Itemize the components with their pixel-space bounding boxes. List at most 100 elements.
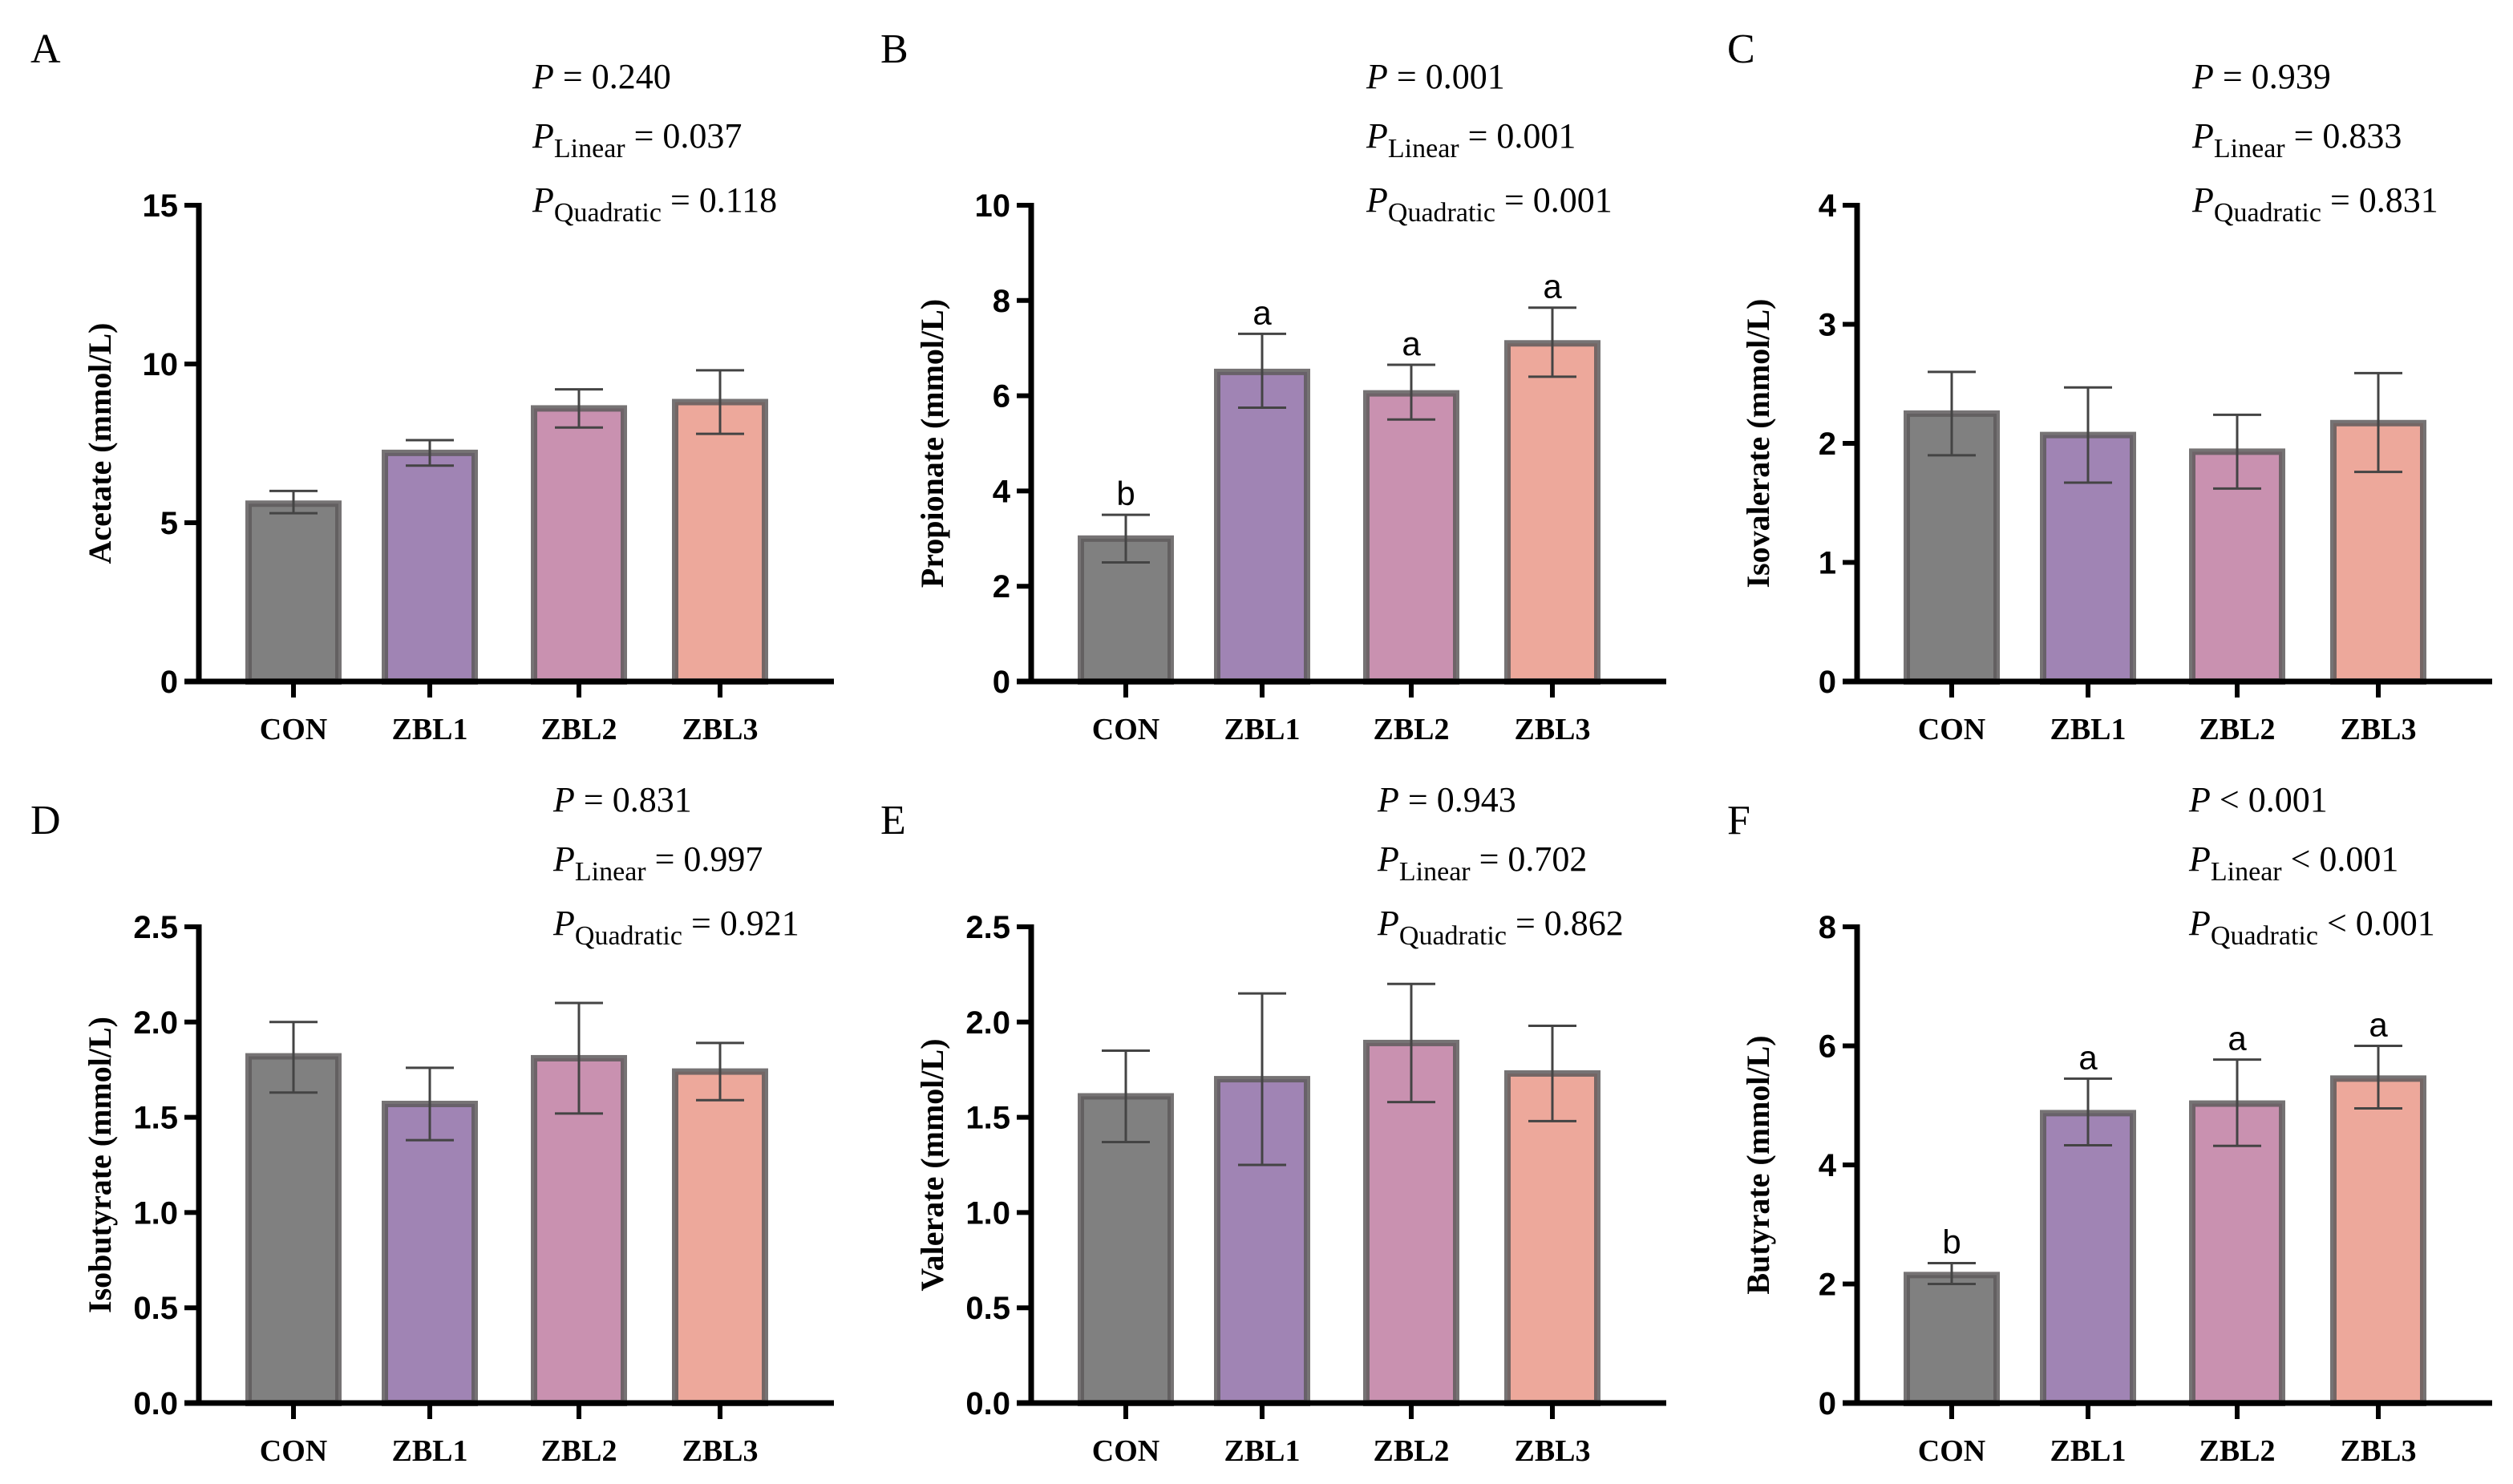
p-symbol: P [552,780,575,819]
y-tick-label: 1.0 [965,1195,1010,1231]
x-tick-label: ZBL1 [391,713,467,746]
x-tick-label: CON [1918,1434,1985,1468]
bar-zbl3 [1504,340,1600,685]
x-tick-label: CON [260,713,327,746]
p-value: = 0.921 [682,904,799,943]
y-tick-label: 1.5 [965,1101,1010,1136]
y-tick-label: 2.0 [965,1005,1010,1041]
stat-line: PLinear = 0.037 [532,116,742,164]
p-subscript: Quadratic [2211,921,2318,951]
y-axis-label: Propionate (mmol/L) [914,299,950,588]
p-value: = 0.831 [2321,180,2438,220]
panel-letter: F [1727,798,1750,843]
p-subscript: Quadratic [1399,921,1507,951]
stat-line: PLinear = 0.702 [1377,839,1587,887]
x-tick-label: ZBL1 [1224,1434,1300,1468]
significance-letter: b [1942,1223,1961,1261]
p-symbol: P [532,116,554,156]
p-symbol: P [2188,904,2211,943]
p-symbol: P [552,839,575,879]
y-axis-label: Butyrate (mmol/L) [1740,1035,1776,1294]
bar-zbl1 [382,449,478,685]
p-value: = 0.997 [646,839,763,879]
y-tick-label: 2 [1819,427,1836,462]
p-value: = 0.240 [554,57,671,96]
y-tick-label: 0 [1819,1386,1836,1421]
y-tick-label: 4 [1819,188,1837,224]
y-tick-label: 2 [993,569,1010,605]
x-tick-label: ZBL3 [1514,713,1590,746]
y-axis-label: Valerate (mmol/L) [914,1038,950,1291]
bar-con [245,1053,342,1406]
p-subscript: Quadratic [575,921,682,951]
y-tick-label: 1.5 [133,1101,178,1136]
p-value: = 0.943 [1399,780,1516,819]
significance-letter: b [1116,475,1135,512]
stat-line: PQuadratic = 0.118 [532,180,777,228]
stat-line: PQuadratic = 0.862 [1377,904,1624,951]
x-tick-label: ZBL3 [682,1434,758,1468]
y-tick-label: 15 [143,188,179,224]
p-symbol: P [2188,780,2211,819]
p-symbol: P [1366,116,1388,156]
bar-zbl3 [2330,1075,2426,1407]
x-tick-label: ZBL3 [2340,1434,2416,1468]
panel-letter: C [1727,26,1755,72]
y-tick-label: 2.5 [133,910,178,945]
y-tick-label: 0.0 [133,1386,178,1421]
x-tick-label: CON [1918,713,1985,746]
y-axis-label: Isovalerate (mmol/L) [1740,298,1776,588]
stat-line: P = 0.939 [2191,57,2331,96]
bar-zbl1 [1214,368,1310,685]
p-symbol: P [532,57,554,96]
stat-line: PQuadratic = 0.001 [1366,180,1613,228]
y-tick-label: 0 [1819,665,1836,700]
p-value: = 0.939 [2214,57,2331,96]
y-tick-label: 8 [993,284,1010,319]
p-symbol: P [2191,57,2214,96]
y-tick-label: 6 [993,379,1010,414]
y-tick-label: 2.0 [133,1005,178,1041]
x-tick-label: ZBL3 [682,713,758,746]
x-tick-label: CON [260,1434,327,1468]
bar-zbl3 [672,398,768,685]
bar-con [1904,1272,2000,1407]
y-axis-label: Acetate (mmol/L) [82,323,118,564]
x-tick-label: ZBL2 [2199,713,2275,746]
bar-zbl3 [672,1068,768,1407]
y-tick-label: 2 [1819,1268,1836,1303]
p-value: < 0.001 [2211,780,2328,819]
y-tick-label: 0 [993,665,1010,700]
p-value: = 0.831 [575,780,692,819]
x-tick-label: ZBL2 [2199,1434,2275,1468]
stat-line: PLinear = 0.001 [1366,116,1576,164]
bar-zbl1 [382,1100,478,1407]
y-tick-label: 6 [1819,1029,1836,1065]
x-tick-label: ZBL3 [2340,713,2416,746]
y-tick-label: 2.5 [965,910,1010,945]
stat-line: P < 0.001 [2188,780,2328,819]
bar-zbl2 [1363,390,1459,685]
bar-zbl2 [531,405,627,685]
y-tick-label: 10 [975,188,1011,224]
p-value: < 0.001 [2282,839,2399,879]
p-symbol: P [1377,904,1399,943]
x-tick-label: ZBL3 [1514,1434,1590,1468]
x-tick-label: ZBL2 [540,713,617,746]
p-value: < 0.001 [2318,904,2435,943]
panel-letter: E [880,798,906,843]
stat-line: P = 0.001 [1366,57,1505,96]
bar-con [1904,410,2000,685]
y-tick-label: 5 [160,506,178,541]
panel-letter: D [30,798,61,843]
significance-letter: a [2078,1038,2098,1076]
p-symbol: P [2191,180,2214,220]
p-subscript: Linear [1399,857,1471,887]
p-subscript: Quadratic [1388,198,1495,228]
stat-line: PLinear = 0.833 [2191,116,2402,164]
y-tick-label: 1.0 [133,1195,178,1231]
